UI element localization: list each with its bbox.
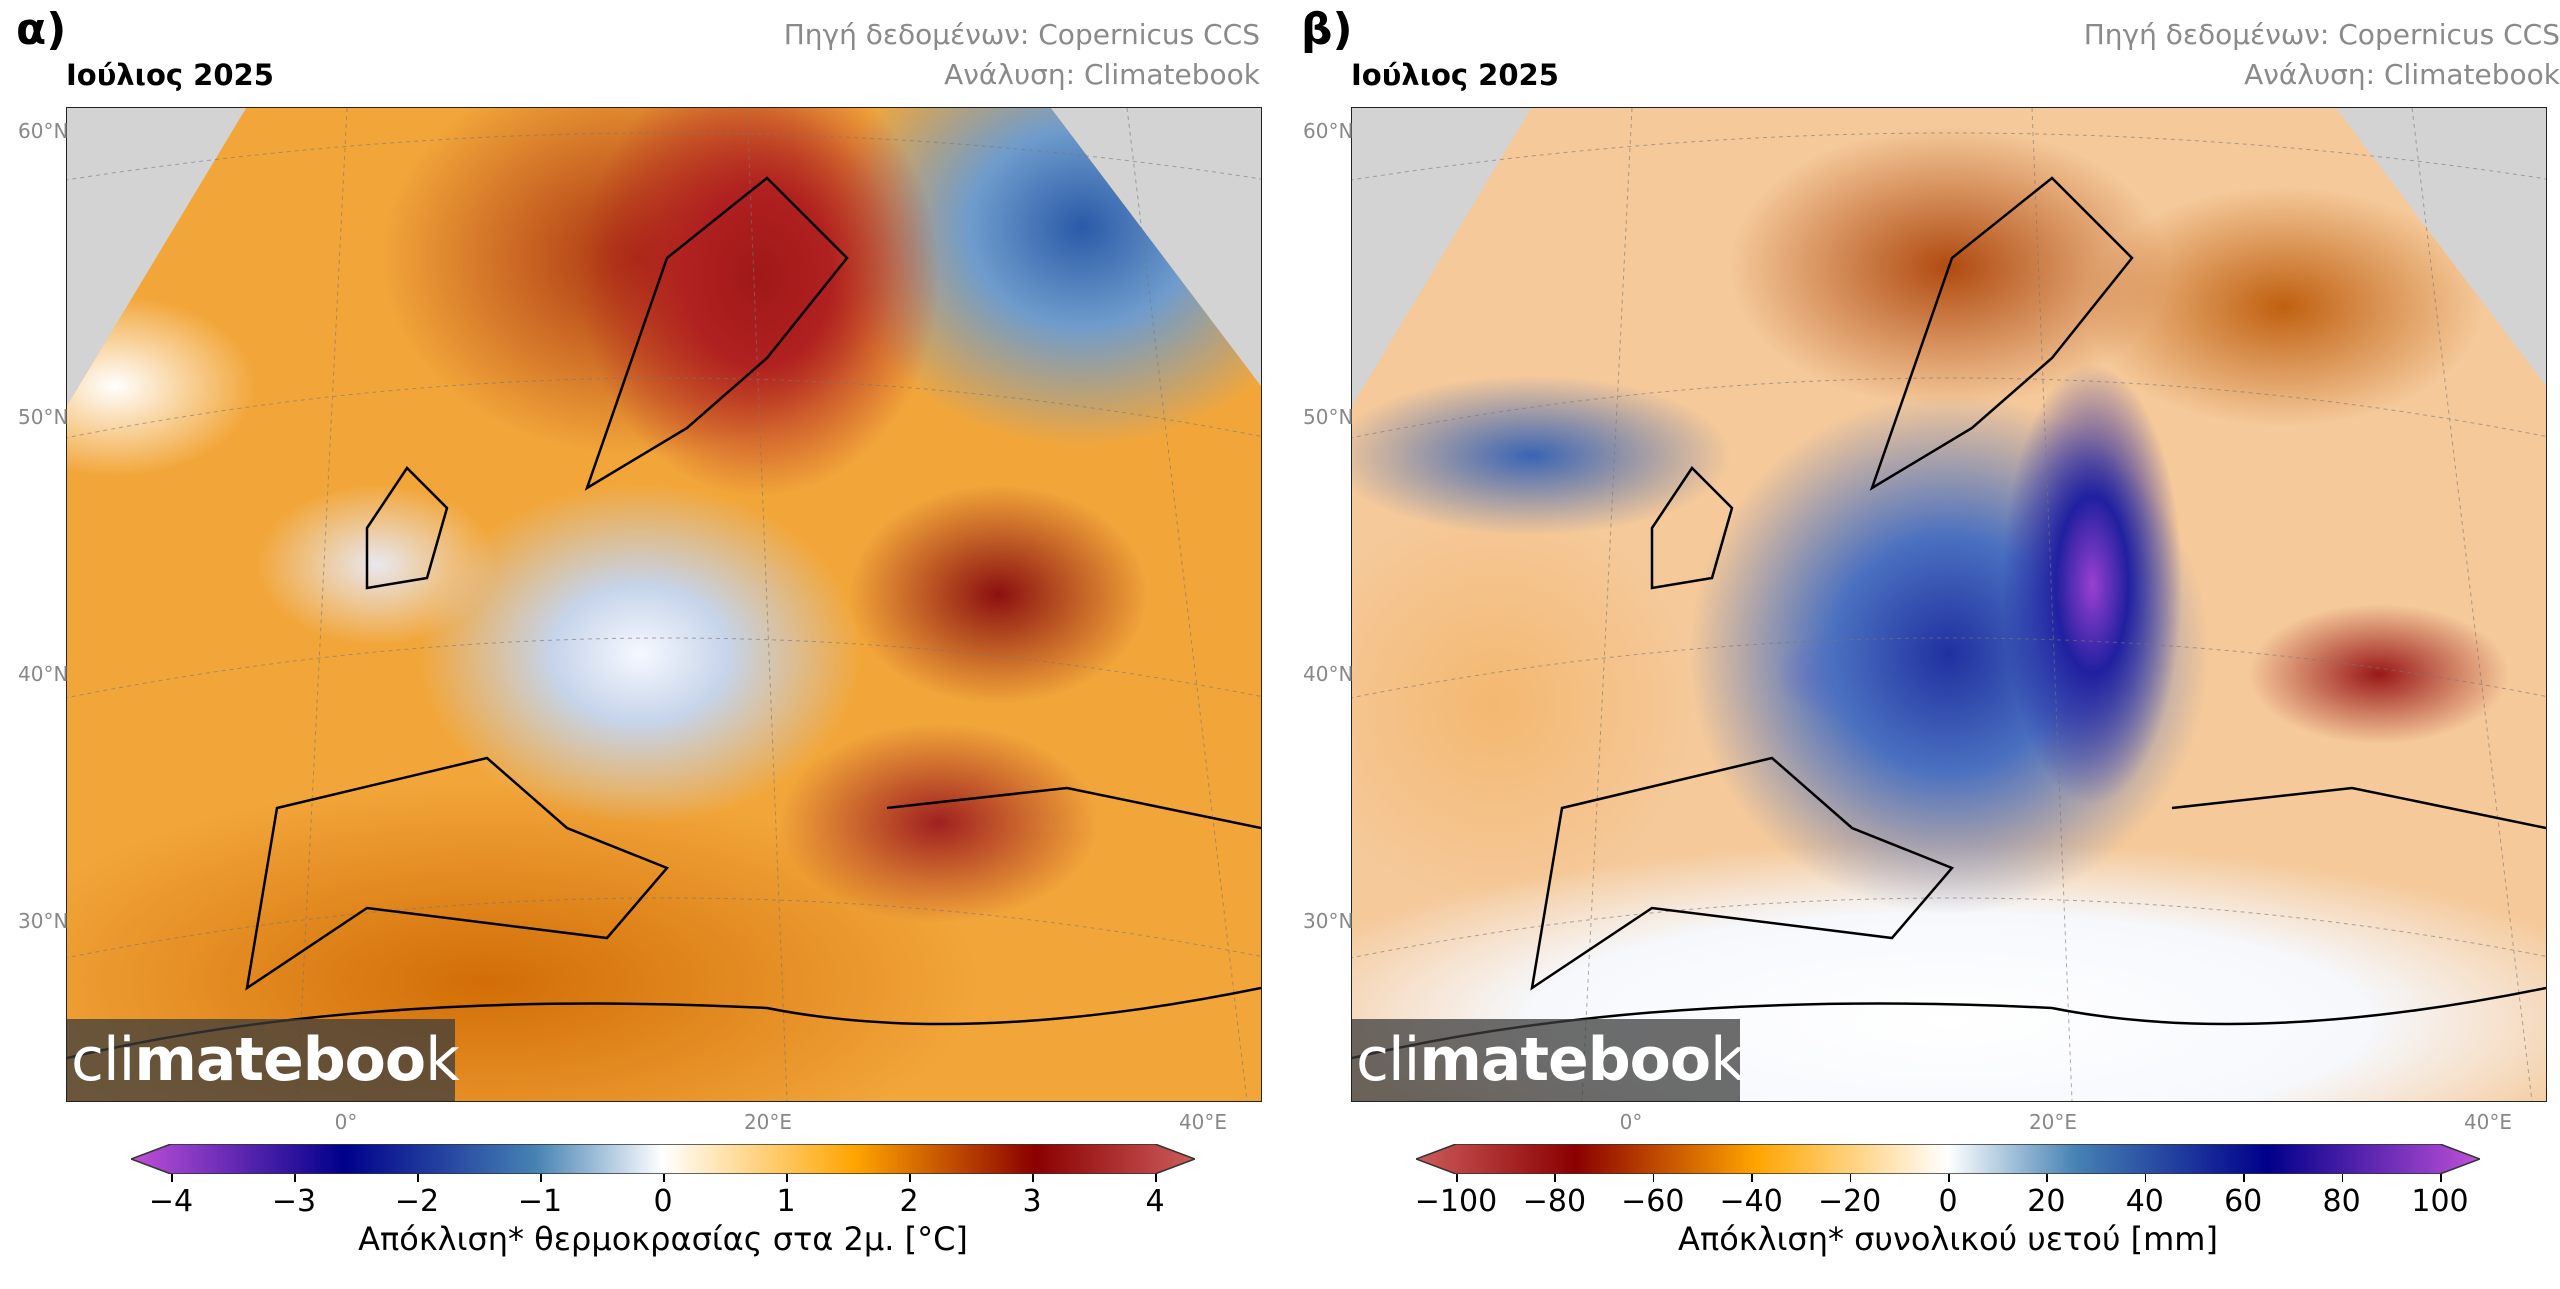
lat-label: 40°N	[1303, 662, 1354, 686]
lon-label: 20°E	[2028, 1110, 2078, 1134]
colorbar-tick-label: 0	[653, 1184, 673, 1219]
colorbar-tick-mark	[1652, 1174, 1655, 1182]
lon-label: 40°E	[1178, 1110, 1228, 1134]
colorbar-tick-label: −3	[271, 1184, 317, 1219]
watermark-part: k	[425, 1025, 460, 1095]
colorbar-tick-label: −80	[1522, 1184, 1587, 1219]
colorbar-label: Απόκλιση* συνολικού υετού [mm]	[1678, 1220, 2218, 1258]
colorbar-tick-mark	[2440, 1174, 2442, 1182]
colorbar-tick-mark	[171, 1174, 173, 1182]
lon-label: 0°	[334, 1110, 358, 1134]
lat-label: 60°N	[1303, 119, 1354, 143]
colorbar-tick-label: −20	[1817, 1184, 1882, 1219]
colorbar-tick-label: 1	[776, 1184, 796, 1219]
colorbar-tick-mark	[1155, 1174, 1157, 1182]
climatebook-watermark: climatebook	[1352, 1019, 1745, 1101]
graticule	[1352, 108, 2546, 1101]
colorbar-tick-label: 20	[2027, 1184, 2066, 1219]
lon-label: 0°	[1619, 1110, 1643, 1134]
watermark-part: cli	[71, 1025, 135, 1095]
colorbar-tick-label: 3	[1022, 1184, 1042, 1219]
colorbar-tick-mark	[294, 1174, 296, 1182]
colorbar-tick-mark	[417, 1174, 419, 1182]
climatebook-watermark: climatebook	[67, 1019, 460, 1101]
colorbar-tick-label: −40	[1719, 1184, 1783, 1219]
colorbar-precipitation	[1416, 1144, 2480, 1174]
colorbar-label: Απόκλιση* θερμοκρασίας στα 2μ. [°C]	[358, 1220, 968, 1258]
lat-label: 30°N	[1303, 909, 1354, 933]
colorbar-tick-label: −4	[148, 1184, 194, 1219]
temperature-field	[67, 108, 1261, 1101]
colorbar-tick-mark	[2341, 1174, 2344, 1182]
lat-label: 30°N	[18, 909, 69, 933]
colorbar-tick-mark	[1554, 1174, 1556, 1182]
colorbar-tick-label: 100	[2411, 1184, 2469, 1219]
colorbar-tick-label: 40	[2125, 1184, 2164, 1219]
colorbar-tick-mark	[2243, 1174, 2245, 1182]
colorbar-tick-mark	[909, 1174, 911, 1182]
temperature-anomaly-map: climatebook	[66, 107, 1262, 1102]
lat-label: 40°N	[18, 662, 69, 686]
colorbar-tick-mark	[1456, 1174, 1458, 1182]
watermark-part: k	[1710, 1025, 1745, 1095]
colorbar-tick-label: −60	[1621, 1184, 1685, 1219]
lat-label: 50°N	[18, 405, 69, 429]
colorbar-tick-mark	[1032, 1174, 1034, 1182]
precipitation-field	[1352, 108, 2546, 1101]
colorbar-tick-mark	[1849, 1174, 1852, 1182]
precipitation-anomaly-map: climatebook	[1351, 107, 2547, 1102]
colorbar-tick-label: 2	[899, 1184, 919, 1219]
watermark-part: mateboo	[1419, 1025, 1711, 1095]
analysis-credit: Ανάλυση: Climatebook	[2244, 58, 2560, 91]
watermark-part: cli	[1356, 1025, 1420, 1095]
colorbar-temperature	[131, 1144, 1195, 1174]
colorbar-tick-mark	[1948, 1174, 1950, 1182]
colorbar-tick-label: 60	[2224, 1184, 2263, 1219]
lon-label: 40°E	[2463, 1110, 2513, 1134]
colorbar-tick-mark	[786, 1174, 788, 1182]
panel-month: Ιούλιος 2025	[1351, 58, 1559, 92]
lat-label: 60°N	[18, 119, 69, 143]
colorbar-tick-label: −1	[517, 1184, 563, 1219]
panel-label: α)	[16, 4, 67, 55]
colorbar-tick-label: 0	[1938, 1184, 1958, 1219]
lat-label: 50°N	[1303, 405, 1354, 429]
panel-precipitation: β) Ιούλιος 2025 Πηγή δεδομένων: Copernic…	[1285, 0, 2560, 1289]
colorbar-tick-label: 80	[2322, 1184, 2361, 1219]
colorbar-tick-label: 4	[1145, 1184, 1165, 1219]
data-source: Πηγή δεδομένων: Copernicus CCS	[783, 18, 1260, 51]
colorbar-tick-mark	[540, 1174, 542, 1182]
colorbar-tick-label: −100	[1414, 1184, 1498, 1219]
watermark-part: mateboo	[134, 1025, 426, 1095]
lon-label: 20°E	[743, 1110, 793, 1134]
analysis-credit: Ανάλυση: Climatebook	[944, 58, 1260, 91]
data-source: Πηγή δεδομένων: Copernicus CCS	[2083, 18, 2560, 51]
panel-temperature: α) Ιούλιος 2025 Πηγή δεδομένων: Copernic…	[16, 4, 1262, 1258]
panel-label: β)	[1301, 4, 1353, 55]
colorbar-tick-mark	[2144, 1174, 2147, 1182]
panel-month: Ιούλιος 2025	[66, 58, 274, 92]
colorbar-tick-mark	[1751, 1174, 1753, 1182]
colorbar-tick-mark	[2046, 1174, 2048, 1182]
graticule	[67, 108, 1261, 1101]
colorbar-tick-mark	[663, 1174, 665, 1182]
colorbar-tick-label: −2	[394, 1184, 440, 1219]
